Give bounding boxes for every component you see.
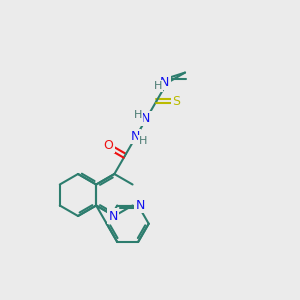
Text: H: H <box>154 81 162 91</box>
Text: H: H <box>134 110 142 120</box>
Text: O: O <box>103 139 113 152</box>
Text: N: N <box>131 130 140 143</box>
Text: N: N <box>141 112 151 125</box>
Text: N: N <box>136 199 145 212</box>
Text: S: S <box>172 95 180 108</box>
Text: H: H <box>139 136 148 146</box>
Text: N: N <box>109 209 118 223</box>
Text: N: N <box>160 76 170 88</box>
